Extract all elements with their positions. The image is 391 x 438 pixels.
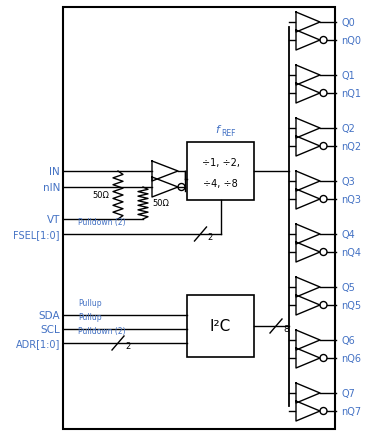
Text: Pulldown (2): Pulldown (2)	[78, 326, 126, 335]
Text: Q2: Q2	[341, 124, 355, 134]
Text: Q6: Q6	[341, 335, 355, 345]
Text: nQ4: nQ4	[341, 247, 361, 258]
Text: 2: 2	[208, 233, 213, 242]
Text: Q5: Q5	[341, 283, 355, 292]
Text: SCL: SCL	[40, 324, 60, 334]
Text: VT: VT	[47, 215, 60, 225]
Text: Pulldown (2): Pulldown (2)	[78, 218, 126, 226]
Text: Q7: Q7	[341, 388, 355, 398]
Text: 50Ω: 50Ω	[92, 191, 109, 200]
Text: Pullup: Pullup	[78, 312, 102, 321]
Text: nQ3: nQ3	[341, 194, 361, 205]
Text: SDA: SDA	[38, 310, 60, 320]
Text: nQ6: nQ6	[341, 353, 361, 363]
Text: nQ5: nQ5	[341, 300, 361, 310]
Text: 8: 8	[283, 325, 289, 334]
Text: 2: 2	[125, 342, 130, 351]
Text: Q0: Q0	[341, 18, 355, 28]
Text: nQ1: nQ1	[341, 89, 361, 99]
Text: nQ7: nQ7	[341, 406, 361, 416]
Text: nQ0: nQ0	[341, 36, 361, 46]
Text: I²C: I²C	[210, 319, 231, 334]
Text: ÷4, ÷8: ÷4, ÷8	[203, 178, 238, 188]
Text: IN: IN	[49, 166, 60, 177]
Text: 50Ω: 50Ω	[152, 199, 169, 208]
Text: Q3: Q3	[341, 177, 355, 187]
Text: Q1: Q1	[341, 71, 355, 81]
Text: ADR[1:0]: ADR[1:0]	[16, 338, 60, 348]
Bar	[187, 143, 254, 201]
Text: Q4: Q4	[341, 230, 355, 240]
Text: nIN: nIN	[43, 183, 60, 193]
Text: REF: REF	[221, 129, 236, 138]
Text: Pullup: Pullup	[78, 298, 102, 307]
Bar	[63, 8, 335, 429]
Bar	[187, 295, 254, 357]
Text: FSEL[1:0]: FSEL[1:0]	[14, 230, 60, 240]
Text: f: f	[215, 125, 219, 135]
Text: ÷1, ÷2,: ÷1, ÷2,	[201, 158, 240, 168]
Text: nQ2: nQ2	[341, 141, 361, 152]
